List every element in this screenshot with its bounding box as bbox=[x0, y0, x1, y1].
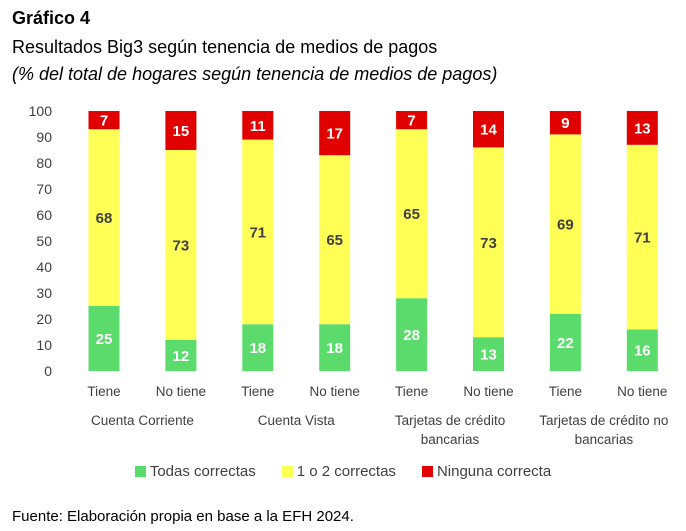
bar-segment bbox=[626, 144, 658, 330]
data-label: 65 bbox=[326, 232, 343, 249]
legend: Todas correctas 1 o 2 correctas Ninguna … bbox=[0, 463, 686, 480]
data-label: 65 bbox=[403, 206, 420, 223]
bar-segment bbox=[549, 111, 581, 135]
x-group-label: bancarias bbox=[421, 432, 480, 447]
x-category-label: Tiene bbox=[549, 384, 582, 399]
data-label: 15 bbox=[173, 123, 190, 140]
x-category-label: Tiene bbox=[241, 384, 274, 399]
bar-segment bbox=[549, 313, 581, 371]
legend-swatch-uno-dos bbox=[281, 466, 293, 477]
x-group-label: Cuenta Vista bbox=[258, 413, 336, 428]
legend-item-uno-dos: 1 o 2 correctas bbox=[281, 463, 396, 480]
x-category-label: Tiene bbox=[395, 384, 428, 399]
legend-swatch-ninguna bbox=[421, 466, 433, 477]
bar-segment bbox=[242, 324, 274, 371]
x-category-label: No tiene bbox=[156, 384, 206, 399]
x-category-label: No tiene bbox=[463, 384, 513, 399]
y-tick-label: 70 bbox=[36, 181, 52, 197]
bar-segment bbox=[473, 147, 504, 338]
data-label: 9 bbox=[561, 115, 569, 132]
data-label: 73 bbox=[480, 235, 497, 252]
x-group-label: Tarjetas de crédito bbox=[395, 413, 505, 428]
data-label: 12 bbox=[173, 348, 190, 365]
data-label: 28 bbox=[403, 327, 420, 344]
bar-segment bbox=[319, 155, 351, 325]
x-category-label: No tiene bbox=[617, 384, 667, 399]
legend-item-todas: Todas correctas bbox=[134, 463, 256, 480]
bar-segment bbox=[626, 111, 658, 145]
bar-segment bbox=[319, 324, 351, 371]
bar-segment bbox=[473, 111, 504, 148]
bar-segment bbox=[319, 111, 351, 156]
stacked-bar-chart: 0 10 20 30 40 50 60 70 80 90 100 25 68 7 Tiene 12 73 15 No… bbox=[29, 103, 669, 447]
data-label: 18 bbox=[326, 340, 343, 357]
data-label: 7 bbox=[100, 113, 108, 130]
bar-segment bbox=[396, 298, 428, 371]
data-label: 73 bbox=[173, 237, 190, 254]
bar-segment bbox=[242, 139, 274, 325]
data-label: 13 bbox=[634, 120, 651, 137]
legend-swatch-todas bbox=[134, 466, 146, 477]
y-tick-label: 40 bbox=[36, 259, 52, 275]
data-label: 25 bbox=[96, 331, 113, 348]
bar-segment bbox=[242, 111, 274, 140]
bar-segment bbox=[165, 339, 197, 371]
chart-subtitle: Resultados Big3 según tenencia de medios… bbox=[12, 37, 438, 57]
y-tick-label: 90 bbox=[36, 129, 52, 145]
bar-segment bbox=[396, 129, 428, 299]
x-category-label: No tiene bbox=[310, 384, 360, 399]
data-label: 18 bbox=[249, 340, 266, 357]
bar-segment bbox=[88, 129, 120, 306]
y-tick-label: 60 bbox=[36, 207, 52, 223]
bar-segment bbox=[165, 150, 197, 340]
x-category-label: Tiene bbox=[87, 384, 120, 399]
data-label: 22 bbox=[557, 335, 574, 352]
legend-label-ninguna: Ninguna correcta bbox=[436, 463, 552, 480]
bar-segment bbox=[626, 329, 658, 371]
legend-item-ninguna: Ninguna correcta bbox=[421, 463, 552, 480]
data-label: 16 bbox=[634, 343, 651, 360]
data-label: 13 bbox=[480, 347, 497, 364]
x-group-label: Cuenta Corriente bbox=[91, 413, 194, 428]
bar-segment bbox=[549, 134, 581, 314]
y-tick-label: 0 bbox=[44, 363, 52, 379]
x-group-label: Tarjetas de crédito no bbox=[539, 413, 668, 428]
data-label: 11 bbox=[250, 118, 266, 135]
y-tick-label: 100 bbox=[29, 103, 53, 119]
chart-title: Gráfico 4 bbox=[12, 8, 91, 28]
y-tick-label: 50 bbox=[36, 233, 52, 249]
y-tick-label: 80 bbox=[36, 155, 52, 171]
x-group-label: bancarias bbox=[575, 432, 634, 447]
y-tick-label: 20 bbox=[36, 311, 52, 327]
data-label: 7 bbox=[407, 113, 415, 130]
y-tick-label: 10 bbox=[36, 337, 52, 353]
data-label: 71 bbox=[249, 224, 266, 241]
data-label: 68 bbox=[96, 210, 113, 227]
data-label: 71 bbox=[634, 230, 651, 247]
bar-segment bbox=[88, 111, 120, 130]
data-label: 14 bbox=[480, 122, 497, 139]
source-note: Fuente: Elaboración propia en base a la … bbox=[12, 508, 354, 525]
legend-label-todas: Todas correctas bbox=[149, 463, 256, 480]
bar-segment bbox=[88, 306, 120, 371]
bar-segment bbox=[473, 337, 504, 371]
data-label: 69 bbox=[557, 217, 574, 234]
data-label: 17 bbox=[326, 126, 343, 143]
bar-segment bbox=[165, 111, 197, 150]
y-tick-label: 30 bbox=[36, 285, 52, 301]
chart-unit-note: (% del total de hogares según tenencia d… bbox=[12, 64, 498, 84]
bar-segment bbox=[396, 111, 428, 130]
legend-label-uno-dos: 1 o 2 correctas bbox=[296, 463, 396, 480]
